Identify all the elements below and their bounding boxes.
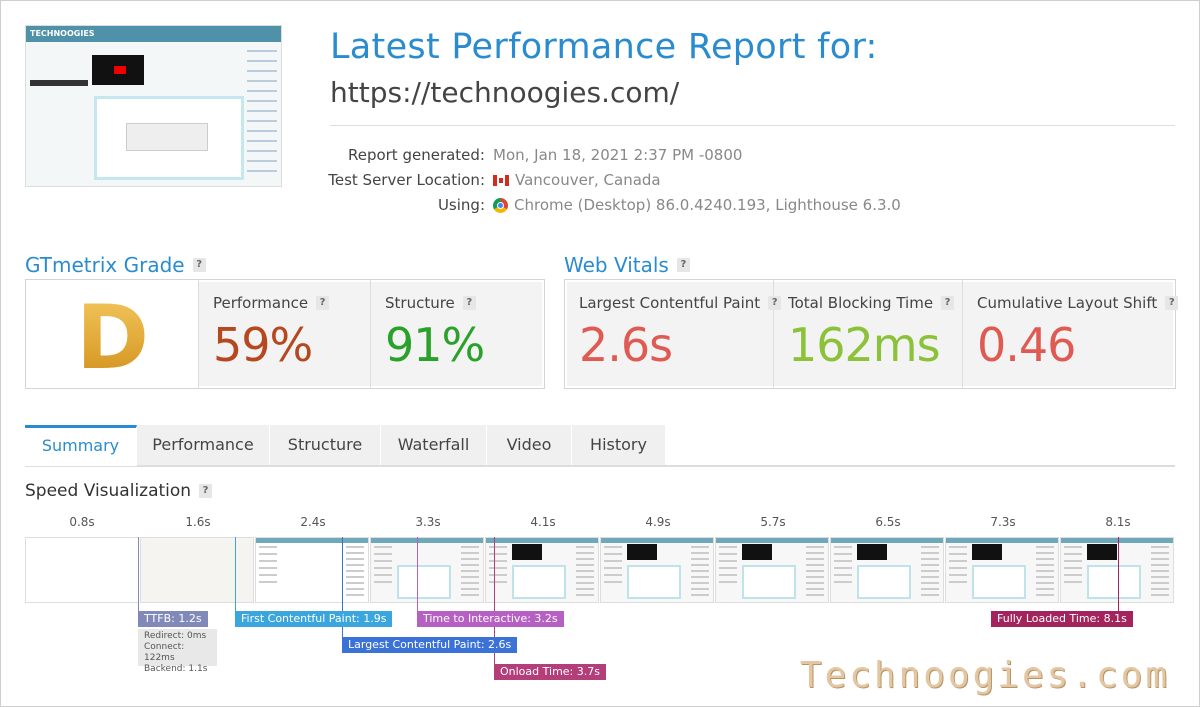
filmstrip-frame[interactable] — [715, 537, 829, 603]
fully-loaded-tag: Fully Loaded Time: 8.1s — [991, 611, 1133, 627]
tti-tag: Time to Interactive: 3.2s — [417, 611, 564, 627]
time-label: 0.8s — [69, 515, 95, 529]
filmstrip-frame[interactable] — [830, 537, 944, 603]
gtmetrix-grade-heading: GTmetrix Grade ? — [25, 253, 206, 277]
thumbnail-logo: TECHNOOGIES — [30, 29, 95, 38]
lcp-tag: Largest Contentful Paint: 2.6s — [342, 637, 518, 653]
filmstrip-frame[interactable] — [370, 537, 484, 603]
report-title: Latest Performance Report for: — [330, 27, 878, 67]
grade-letter: D — [76, 286, 150, 389]
lcp-cell: Largest Contentful Paint? 2.6s — [565, 280, 782, 388]
fcp-tag: First Contentful Paint: 1.9s — [235, 611, 393, 627]
performance-value: 59% — [213, 318, 313, 372]
web-vitals-title: Web Vitals — [564, 253, 669, 277]
speed-visualization-title: Speed Visualization — [25, 481, 192, 501]
time-label: 1.6s — [185, 515, 211, 529]
time-label: 3.3s — [415, 515, 441, 529]
cls-value: 0.46 — [977, 318, 1076, 372]
structure-cell: Structure? 91% — [371, 280, 543, 388]
help-icon[interactable]: ? — [941, 296, 955, 310]
filmstrip-frame[interactable] — [1060, 537, 1174, 603]
lcp-label: Largest Contentful Paint — [579, 294, 761, 312]
report-generated-label: Report generated: — [347, 146, 485, 164]
help-icon[interactable]: ? — [316, 296, 330, 310]
time-label: 2.4s — [300, 515, 326, 529]
onload-marker-line — [494, 537, 495, 664]
speed-visualization-heading: Speed Visualization ? — [25, 481, 213, 501]
onload-tag: Onload Time: 3.7s — [494, 664, 606, 680]
time-label: 8.1s — [1105, 515, 1131, 529]
time-label: 5.7s — [760, 515, 786, 529]
gtmetrix-grade-title: GTmetrix Grade — [25, 253, 185, 277]
fcp-marker-line — [235, 537, 236, 611]
filmstrip-frame[interactable] — [140, 537, 254, 603]
performance-label: Performance — [213, 294, 309, 312]
ttfb-marker-line — [138, 537, 139, 611]
help-icon[interactable]: ? — [768, 296, 782, 310]
performance-cell: Performance? 59% — [199, 280, 371, 388]
using-row: Using: Chrome (Desktop) 86.0.4240.193, L… — [330, 196, 1175, 216]
ttfb-backend: Backend: 1.1s — [144, 664, 208, 674]
filmstrip-frame[interactable] — [945, 537, 1059, 603]
help-icon[interactable]: ? — [676, 258, 690, 272]
ttfb-redirect: Redirect: 0ms — [144, 631, 207, 641]
grade-cell: D — [26, 280, 199, 389]
report-generated-row: Report generated: Mon, Jan 18, 2021 2:37… — [330, 146, 1175, 166]
structure-value: 91% — [385, 318, 485, 372]
using-value: Chrome (Desktop) 86.0.4240.193, Lighthou… — [514, 196, 901, 214]
report-generated-value: Mon, Jan 18, 2021 2:37 PM -0800 — [493, 146, 743, 164]
tbt-cell: Total Blocking Time? 162ms — [774, 280, 963, 388]
structure-label: Structure — [385, 294, 455, 312]
tab-video[interactable]: Video — [487, 425, 572, 465]
time-label: 6.5s — [875, 515, 901, 529]
help-icon[interactable]: ? — [192, 258, 206, 272]
tti-marker-line — [417, 537, 418, 611]
canada-flag-icon — [493, 174, 509, 186]
help-icon[interactable]: ? — [199, 484, 213, 498]
lcp-value: 2.6s — [579, 318, 673, 372]
web-vitals-panel: Largest Contentful Paint? 2.6s Total Blo… — [564, 279, 1179, 389]
tab-history[interactable]: History — [572, 425, 666, 465]
ttfb-breakdown: Redirect: 0ms Connect: 122ms Backend: 1.… — [138, 629, 217, 674]
tab-performance[interactable]: Performance — [137, 425, 270, 465]
tab-summary[interactable]: Summary — [25, 425, 137, 466]
lcp-marker-line — [342, 537, 343, 637]
tab-structure[interactable]: Structure — [270, 425, 381, 465]
time-label: 7.3s — [990, 515, 1016, 529]
help-icon[interactable]: ? — [1165, 296, 1179, 310]
fully-loaded-marker-line — [1118, 537, 1119, 611]
filmstrip-frame[interactable] — [600, 537, 714, 603]
time-label: 4.9s — [645, 515, 671, 529]
help-icon[interactable]: ? — [462, 296, 476, 310]
ttfb-connect: Connect: 122ms — [144, 642, 185, 663]
time-label: 4.1s — [530, 515, 556, 529]
cls-cell: Cumulative Layout Shift? 0.46 — [963, 280, 1179, 388]
site-screenshot-thumbnail: TECHNOOGIES — [25, 25, 282, 187]
tbt-label: Total Blocking Time — [788, 294, 934, 312]
chrome-icon — [493, 197, 508, 213]
tab-waterfall[interactable]: Waterfall — [381, 425, 487, 465]
report-url[interactable]: https://technoogies.com/ — [330, 76, 680, 109]
filmstrip-frame[interactable] — [255, 537, 369, 603]
watermark: Technoogies.com — [799, 655, 1170, 696]
grade-panel: D Performance? 59% Structure? 91% — [25, 279, 545, 389]
filmstrip-frame[interactable] — [485, 537, 599, 603]
header-divider — [330, 125, 1175, 126]
tbt-value: 162ms — [788, 318, 941, 372]
using-label: Using: — [437, 196, 485, 214]
server-location-value: Vancouver, Canada — [515, 171, 661, 189]
server-location-row: Test Server Location: Vancouver, Canada — [328, 171, 1175, 191]
filmstrip-frame[interactable] — [25, 537, 139, 603]
report-tabs: Summary Performance Structure Waterfall … — [25, 425, 1175, 467]
cls-label: Cumulative Layout Shift — [977, 294, 1158, 312]
server-location-label: Test Server Location: — [328, 171, 485, 189]
web-vitals-heading: Web Vitals ? — [564, 253, 690, 277]
ttfb-tag: TTFB: 1.2s — [138, 611, 208, 627]
